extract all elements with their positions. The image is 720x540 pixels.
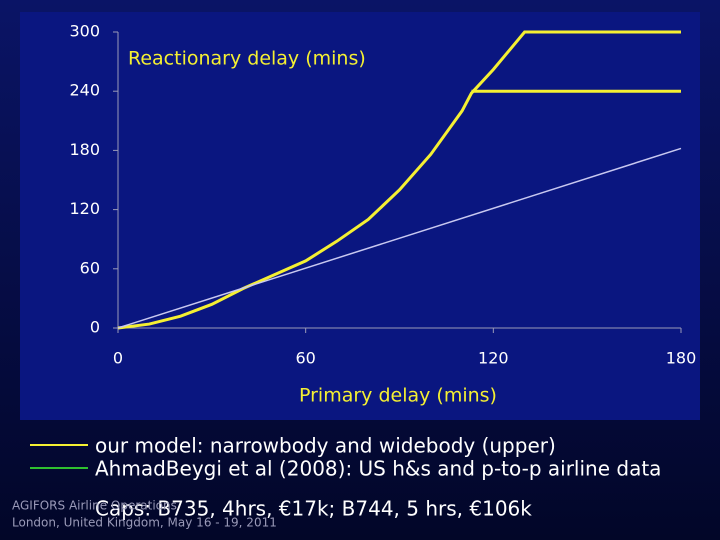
x-tick-label: 120 [478,349,509,368]
x-tick-label: 60 [295,349,315,368]
legend-label: our model: narrowbody and widebody (uppe… [95,434,556,458]
series-line [117,30,681,330]
y-tick-label: 60 [80,258,100,277]
caps-note: Caps: B735, 4hrs, €17k; B744, 5 hrs, €10… [95,497,532,521]
y-tick-label: 300 [69,22,100,41]
x-axis-label: Primary delay (mins) [299,385,497,407]
y-tick-label: 0 [90,318,100,337]
chart-panel [20,12,700,420]
y-tick-label: 120 [69,199,100,218]
y-tick-label: 240 [69,81,100,100]
footer-line: London, United Kingdom, May 16 - 19, 201… [12,516,277,530]
chart-title: Reactionary delay (mins) [128,48,366,70]
x-tick-label: 0 [113,349,123,368]
x-tick-label: 180 [666,349,697,368]
legend-label: AhmadBeygi et al (2008): US h&s and p-to… [95,457,661,481]
y-tick-label: 180 [69,140,100,159]
footer-line: AGIFORS Airline Operations [12,499,177,513]
series-line [117,147,682,329]
